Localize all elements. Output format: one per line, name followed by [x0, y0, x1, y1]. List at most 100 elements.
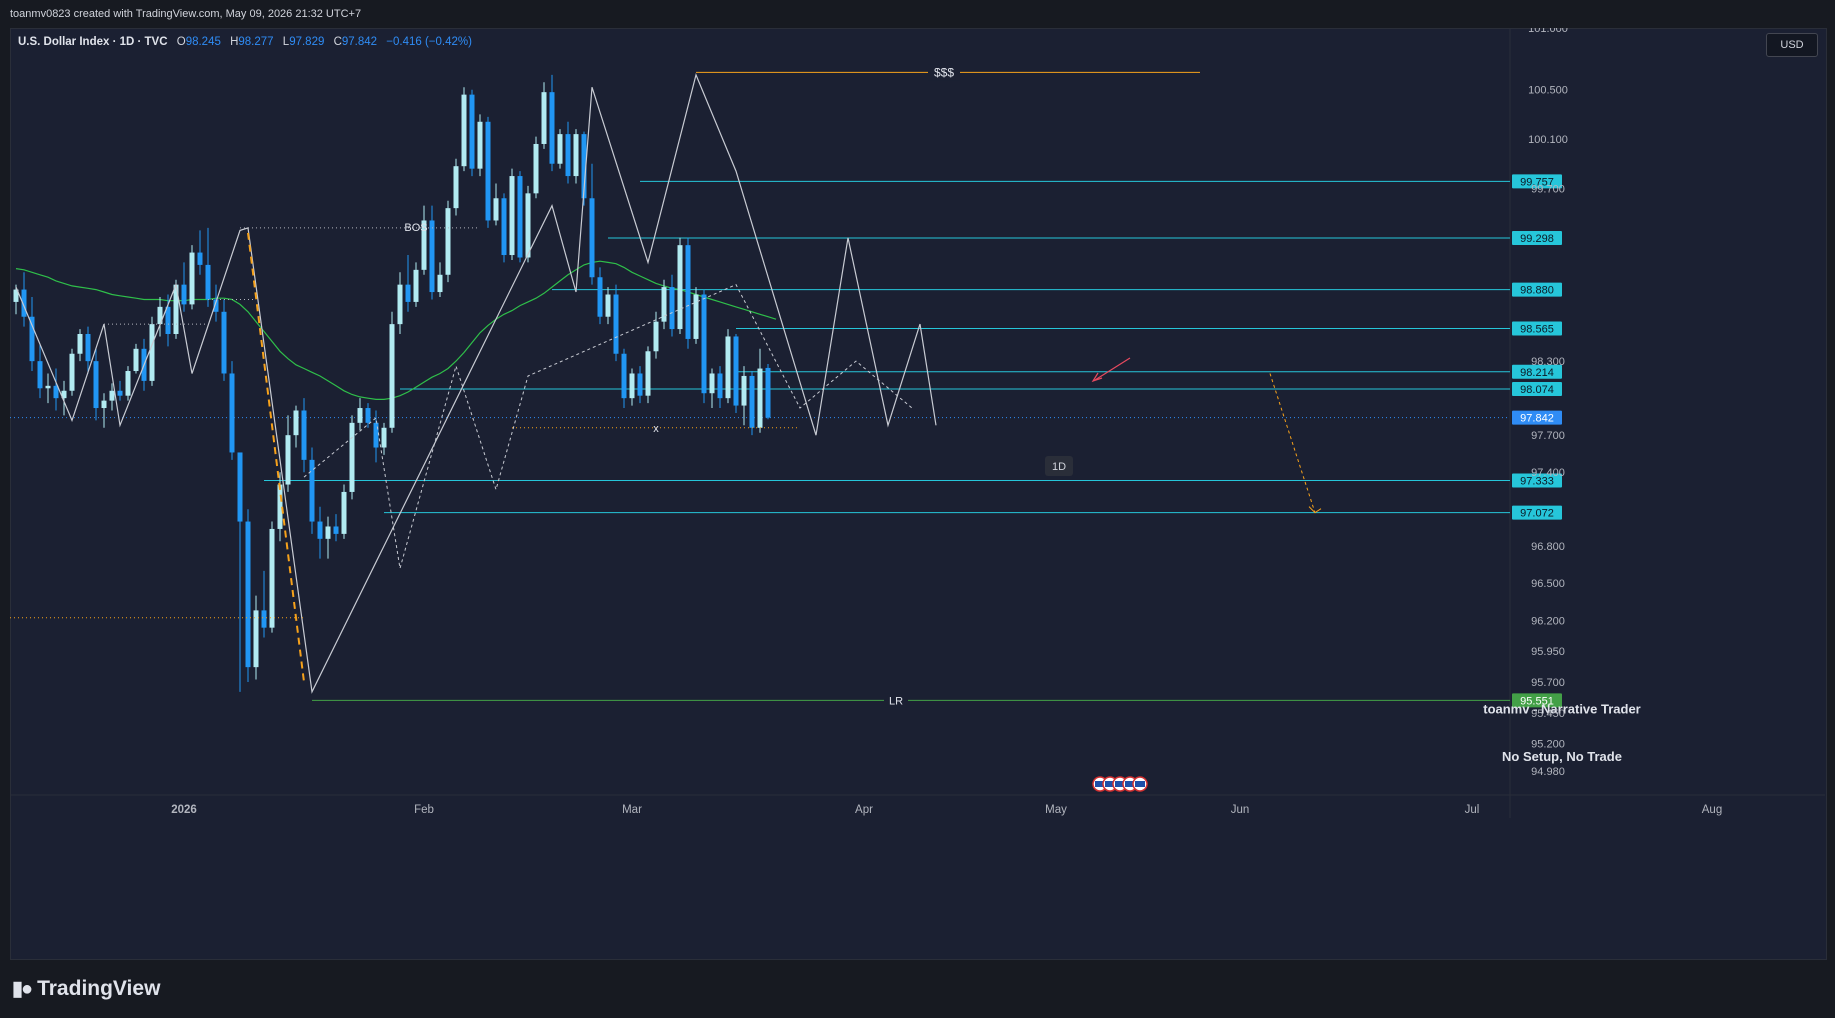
candle[interactable]	[445, 200, 451, 283]
symbol-title[interactable]: U.S. Dollar Index · 1D · TVC	[18, 36, 168, 48]
candle-body	[253, 610, 259, 668]
candle[interactable]	[373, 410, 379, 463]
candle[interactable]	[317, 506, 323, 559]
candle[interactable]	[509, 168, 515, 260]
candle[interactable]	[357, 398, 363, 431]
candle[interactable]	[181, 262, 187, 312]
candle[interactable]	[413, 262, 419, 307]
candle[interactable]	[69, 348, 75, 396]
candle[interactable]	[429, 205, 435, 300]
candle[interactable]	[733, 334, 739, 413]
candle[interactable]	[389, 311, 395, 433]
candle[interactable]	[493, 183, 499, 226]
candle[interactable]	[285, 415, 291, 492]
candle[interactable]	[277, 472, 283, 542]
candle[interactable]	[541, 82, 547, 149]
candle[interactable]	[381, 422, 387, 455]
candle[interactable]	[45, 373, 51, 404]
candle[interactable]	[37, 343, 43, 399]
candle[interactable]	[589, 163, 595, 285]
candle[interactable]	[725, 329, 731, 404]
candle[interactable]	[325, 516, 331, 559]
tradingview-logo[interactable]: ▮● TradingView	[12, 976, 160, 1001]
candle[interactable]	[741, 366, 747, 426]
candle-body	[757, 368, 763, 428]
candle[interactable]	[669, 274, 675, 337]
candle[interactable]	[229, 361, 235, 460]
candle[interactable]	[205, 227, 211, 307]
candle[interactable]	[629, 368, 635, 406]
candle[interactable]	[301, 398, 307, 473]
candle[interactable]	[221, 299, 227, 381]
candle[interactable]	[245, 509, 251, 682]
candle[interactable]	[165, 294, 171, 347]
candle[interactable]	[565, 121, 571, 184]
candle[interactable]	[701, 289, 707, 404]
candle[interactable]	[437, 262, 443, 297]
candle[interactable]	[197, 230, 203, 275]
candle[interactable]	[613, 284, 619, 362]
candle[interactable]	[77, 329, 83, 362]
candle[interactable]	[645, 346, 651, 404]
candle[interactable]	[21, 272, 27, 327]
candle[interactable]	[61, 380, 67, 416]
candle[interactable]	[397, 272, 403, 334]
candle[interactable]	[637, 366, 643, 404]
candle[interactable]	[293, 405, 299, 448]
candle[interactable]	[365, 403, 371, 428]
candle[interactable]	[421, 205, 427, 275]
candle[interactable]	[405, 255, 411, 312]
candle[interactable]	[149, 316, 155, 386]
candle[interactable]	[693, 287, 699, 344]
candle[interactable]	[173, 279, 179, 339]
economic-event-flag	[1125, 781, 1135, 787]
candle[interactable]	[253, 595, 259, 680]
candle[interactable]	[237, 452, 243, 692]
candle[interactable]	[621, 348, 627, 409]
candle[interactable]	[53, 368, 59, 411]
candle[interactable]	[125, 366, 131, 401]
candle[interactable]	[501, 193, 507, 263]
candle[interactable]	[525, 185, 531, 263]
candle[interactable]	[517, 171, 523, 263]
candle[interactable]	[749, 371, 755, 436]
candle[interactable]	[333, 514, 339, 542]
candle[interactable]	[269, 521, 275, 633]
candle[interactable]	[573, 129, 579, 184]
candle[interactable]	[157, 296, 163, 337]
candle[interactable]	[597, 267, 603, 325]
candle[interactable]	[29, 296, 35, 372]
candle[interactable]	[477, 114, 483, 177]
candle[interactable]	[341, 484, 347, 539]
candle[interactable]	[461, 87, 467, 172]
candle[interactable]	[653, 311, 659, 359]
candle[interactable]	[717, 366, 723, 409]
candle[interactable]	[93, 348, 99, 421]
candle[interactable]	[189, 245, 195, 310]
candle[interactable]	[469, 89, 475, 177]
candle[interactable]	[677, 237, 683, 334]
candle[interactable]	[261, 570, 267, 638]
candle[interactable]	[549, 74, 555, 172]
candle[interactable]	[101, 393, 107, 428]
candle[interactable]	[13, 284, 19, 315]
candle[interactable]	[685, 237, 691, 349]
price-chart[interactable]: 99.757 99.298 98.880 98.565 98.214 98.074 97.3…	[10, 28, 1825, 958]
candle[interactable]	[133, 343, 139, 374]
candle-body	[421, 220, 427, 270]
candle[interactable]	[109, 383, 115, 411]
candle[interactable]	[485, 116, 491, 228]
candle[interactable]	[85, 326, 91, 374]
candle[interactable]	[605, 287, 611, 325]
candle[interactable]	[557, 129, 563, 169]
candle[interactable]	[349, 415, 355, 500]
candle[interactable]	[765, 363, 771, 420]
candle[interactable]	[117, 380, 123, 401]
candle[interactable]	[661, 279, 667, 330]
candle[interactable]	[757, 348, 763, 433]
candle[interactable]	[709, 368, 715, 409]
candle[interactable]	[533, 136, 539, 199]
candle[interactable]	[453, 158, 459, 216]
candle[interactable]	[309, 447, 315, 534]
currency-button[interactable]: USD	[1766, 33, 1818, 57]
